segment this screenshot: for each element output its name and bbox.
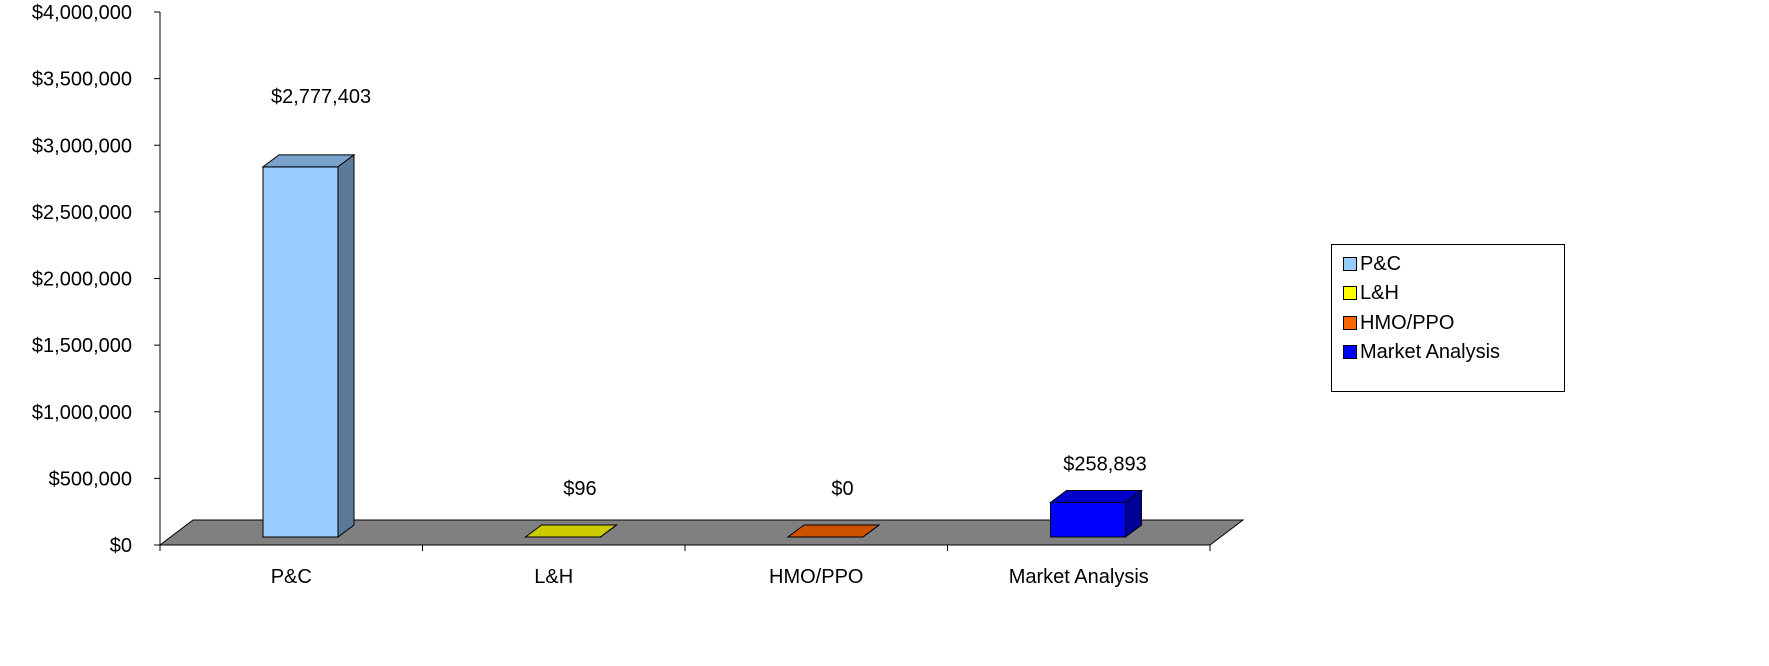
bar-side <box>1125 489 1142 538</box>
legend-label: Market Analysis <box>1360 341 1501 364</box>
y-tick-label: $4,000,000 <box>32 2 132 24</box>
chart-bars <box>261 153 1143 538</box>
y-tick-label: $2,500,000 <box>32 202 132 224</box>
chart-legend: P&C L&H HMO/PPO Market Analysis <box>1331 244 1565 392</box>
chart-axes: $0 $500,000 $1,000,000 $1,500,000 $2,000,000… <box>32 2 1211 557</box>
bar <box>261 153 356 538</box>
legend-item: P&C <box>1343 249 1564 279</box>
bar <box>786 524 881 538</box>
legend-item: HMO/PPO <box>1343 308 1564 338</box>
y-tick-label: $500,000 <box>49 468 132 490</box>
legend-label: P&C <box>1360 252 1402 275</box>
chart-labels: P&C L&H HMO/PPO Market Analysis $2,777,403 $9… <box>271 86 1149 588</box>
legend-label: L&H <box>1360 282 1399 305</box>
data-label: $2,777,403 <box>271 86 371 108</box>
legend-item: Market Analysis <box>1343 338 1564 368</box>
y-tick-label: $0 <box>110 535 132 557</box>
legend-swatch-icon <box>1343 286 1357 301</box>
x-tick-label: L&H <box>534 566 573 588</box>
y-tick-label: $2,000,000 <box>32 269 132 291</box>
bar-side <box>862 524 880 538</box>
y-tick-label: $1,000,000 <box>32 402 132 424</box>
legend-swatch-icon <box>1343 345 1357 360</box>
y-tick-label: $3,000,000 <box>32 135 132 157</box>
x-tick-label: HMO/PPO <box>769 566 863 588</box>
bar <box>1049 489 1143 538</box>
bar-front <box>262 166 339 538</box>
legend-label: HMO/PPO <box>1360 311 1455 334</box>
x-tick-label: P&C <box>271 566 312 588</box>
data-label: $0 <box>831 478 853 500</box>
bar-front <box>1050 502 1126 538</box>
bar-side <box>600 523 617 538</box>
data-label: $96 <box>563 478 596 500</box>
legend-swatch-icon <box>1343 315 1357 330</box>
bar-side <box>337 153 355 538</box>
y-tick-label: $3,500,000 <box>32 69 132 91</box>
legend-swatch-icon <box>1343 256 1357 271</box>
bar <box>524 523 618 538</box>
y-tick-label: $1,500,000 <box>32 335 132 357</box>
data-label: $258,893 <box>1063 454 1146 476</box>
legend-item: L&H <box>1343 279 1564 309</box>
x-tick-label: Market Analysis <box>1009 566 1149 588</box>
